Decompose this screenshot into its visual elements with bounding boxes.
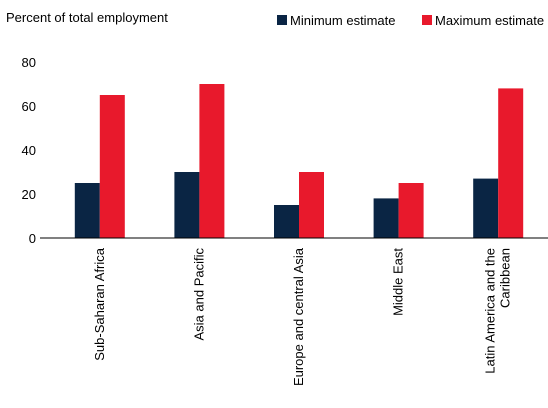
x-tick-label-line: Asia and Pacific: [191, 248, 206, 341]
x-tick-label-asia-and-pacific: Asia and Pacific: [191, 248, 206, 341]
bar-minimum-estimate-europe-and-central-asia: [274, 205, 299, 238]
bar-maximum-estimate-asia-and-pacific: [199, 84, 225, 238]
x-tick-label-line: Caribbean: [498, 248, 513, 308]
bars: [74, 84, 524, 239]
x-tick-label-middle-east: Middle East: [391, 248, 406, 316]
y-tick-label: 60: [22, 99, 36, 114]
y-tick-label: 40: [22, 143, 36, 158]
y-axis-label: Percent of total employment: [6, 10, 168, 25]
bar-minimum-estimate-sub-saharan-africa: [74, 183, 100, 238]
bar-minimum-estimate-asia-and-pacific: [174, 172, 200, 238]
legend-swatch-minimum: [277, 15, 287, 25]
y-axis-ticks: 0 20 40 60 80: [22, 55, 36, 246]
legend: Minimum estimate Maximum estimate: [277, 13, 544, 28]
y-tick-label: 0: [29, 231, 36, 246]
legend-swatch-maximum: [422, 15, 432, 25]
x-tick-label-sub-saharan-africa: Sub-Saharan Africa: [92, 247, 107, 361]
bar-maximum-estimate-europe-and-central-asia: [299, 172, 324, 238]
bar-minimum-estimate-middle-east: [373, 198, 399, 238]
bar-maximum-estimate-latin-america-and-the-caribbean: [498, 88, 524, 239]
x-tick-label-line: Sub-Saharan Africa: [92, 247, 107, 361]
bar-maximum-estimate-sub-saharan-africa: [99, 95, 125, 238]
bar-minimum-estimate-latin-america-and-the-caribbean: [473, 178, 499, 238]
x-tick-label-latin-america-and-the-caribbean: Latin America and theCaribbean: [483, 248, 513, 374]
bar-maximum-estimate-middle-east: [398, 183, 424, 238]
x-axis-labels: Sub-Saharan Africa Asia and Pacific Europe…: [92, 247, 513, 386]
x-tick-label-line: Europe and central Asia: [291, 247, 306, 386]
x-tick-label-line: Latin America and the: [483, 248, 498, 374]
y-tick-label: 20: [22, 187, 36, 202]
y-tick-label: 80: [22, 55, 36, 70]
legend-label-minimum: Minimum estimate: [290, 13, 395, 28]
x-tick-label-line: Middle East: [391, 248, 406, 316]
legend-label-maximum: Maximum estimate: [435, 13, 544, 28]
x-tick-label-europe-and-central-asia: Europe and central Asia: [291, 247, 306, 386]
